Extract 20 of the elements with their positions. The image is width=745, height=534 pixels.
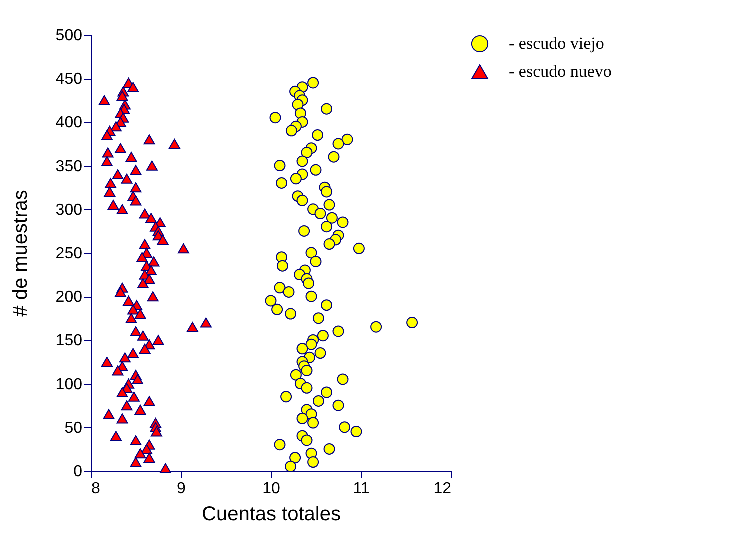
x-tick-label: 11 — [353, 480, 370, 498]
y-tick-label: 250 — [56, 246, 83, 262]
y-tick-label: 50 — [64, 420, 83, 437]
y-tick-label: 300 — [56, 202, 83, 219]
y-tick-label: 0 — [74, 464, 83, 480]
y-axis-title: # de muestras — [10, 190, 32, 317]
x-tick-label: 12 — [434, 480, 452, 498]
x-tick-label: 8 — [92, 480, 100, 498]
y-tick-label: 450 — [56, 71, 83, 88]
y-tick-label: 200 — [56, 289, 83, 306]
y-tick-label: 100 — [56, 376, 83, 394]
x-tick-label: 9 — [177, 480, 186, 498]
legend-label: - escudo nuevo — [509, 62, 612, 81]
y-tick-label: 350 — [56, 158, 83, 176]
x-tick-label: 10 — [262, 480, 280, 498]
legend-label: - escudo viejo — [509, 34, 604, 53]
y-tick-label: 150 — [56, 332, 83, 350]
y-tick-label: 500 — [56, 28, 83, 44]
y-tick-label: 400 — [56, 114, 83, 132]
x-axis-title: Cuentas totales — [202, 504, 341, 526]
